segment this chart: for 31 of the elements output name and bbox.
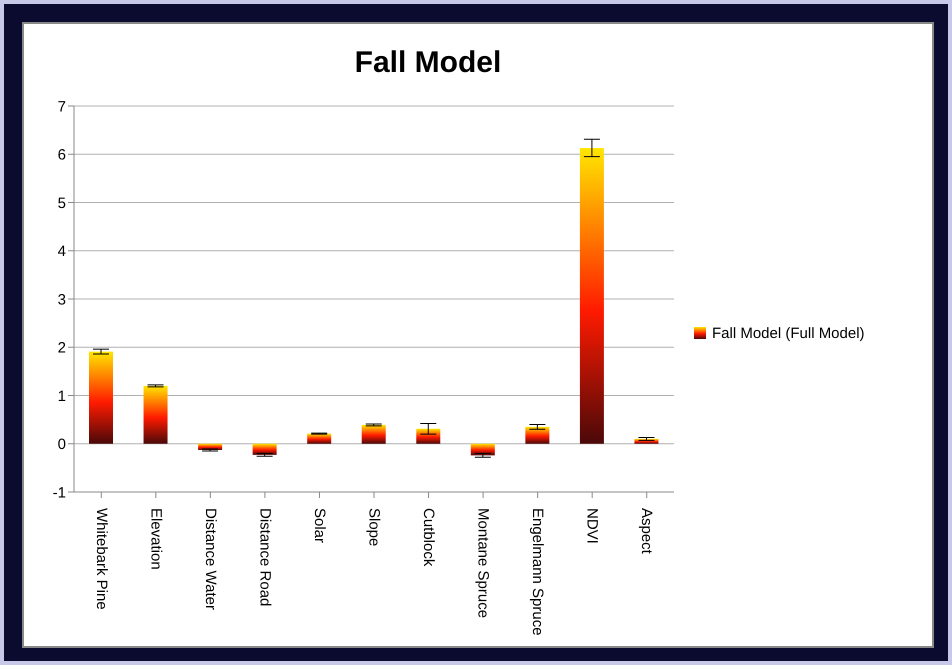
y-tick-label: 4 [58, 243, 66, 260]
x-tick-label: Solar [310, 508, 328, 544]
y-tick-label: 3 [58, 291, 66, 308]
y-tick-label: 7 [58, 98, 66, 116]
y-tick-label: 6 [58, 146, 66, 164]
bar [362, 424, 386, 444]
y-tick-label: 0 [58, 436, 66, 454]
bar [416, 428, 440, 444]
x-tick-label: Distance Water [202, 508, 219, 610]
y-tick-label: 2 [58, 340, 66, 357]
x-tick-label: Distance Road [256, 508, 274, 606]
chart-title: Fall Model [354, 46, 502, 80]
x-tick-label: Whitebark Pine [92, 508, 110, 610]
x-tick-label: Montane Spruce [474, 508, 492, 618]
x-tick-label: Cutblock [420, 508, 438, 567]
y-tick-label: 1 [58, 388, 66, 405]
bar [307, 434, 332, 444]
y-tick-label: 5 [58, 194, 66, 212]
x-tick-label: Slope [366, 508, 382, 546]
legend-label: Fall Model (Full Model) [712, 324, 865, 342]
bar [580, 148, 604, 444]
bar [89, 352, 113, 444]
y-tick-label: -1 [52, 484, 66, 502]
x-tick-label: Aspect [638, 508, 656, 555]
bar [252, 444, 277, 455]
x-tick-label: Engelmann Spruce [529, 508, 546, 636]
bar [525, 426, 550, 444]
x-tick-label: NDVI [584, 508, 601, 544]
bar [144, 386, 168, 444]
bar [470, 444, 495, 456]
x-tick-label: Elevation [147, 508, 164, 570]
